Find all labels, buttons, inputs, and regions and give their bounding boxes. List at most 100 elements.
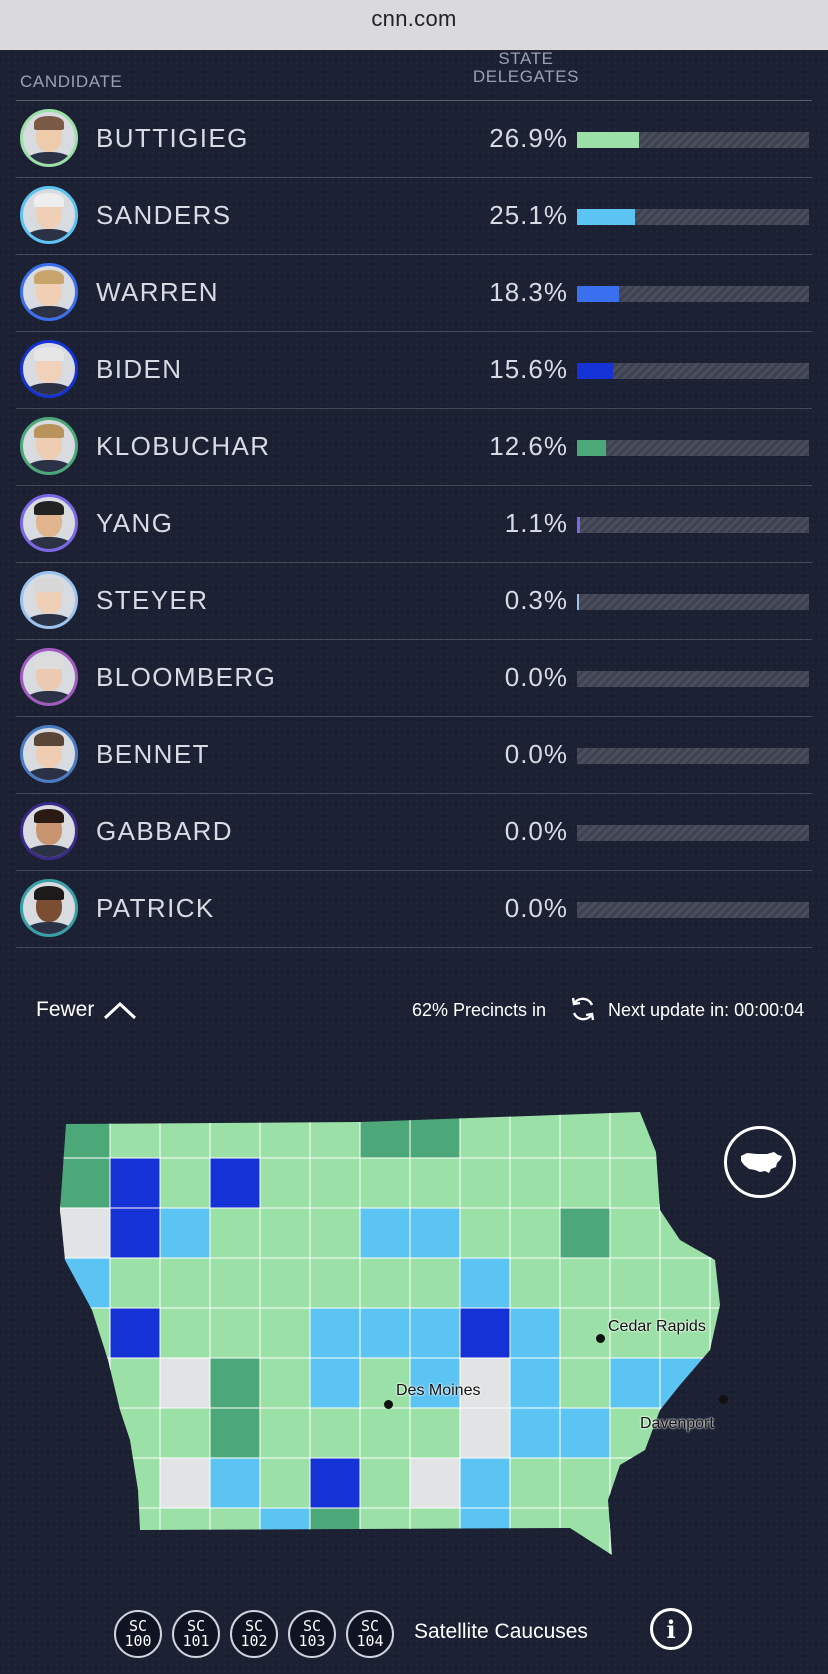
county[interactable]: [609, 1507, 661, 1558]
county[interactable]: [609, 1357, 661, 1409]
county[interactable]: [359, 1507, 411, 1558]
county[interactable]: [109, 1207, 161, 1259]
county[interactable]: [159, 1407, 211, 1459]
county[interactable]: [60, 1407, 111, 1459]
county[interactable]: [709, 1457, 760, 1509]
county[interactable]: [409, 1257, 461, 1309]
county[interactable]: [209, 1257, 261, 1309]
county[interactable]: [509, 1407, 561, 1459]
satellite-caucus-button[interactable]: SC 101: [172, 1610, 220, 1658]
county[interactable]: [409, 1407, 461, 1459]
county[interactable]: [259, 1207, 311, 1259]
county[interactable]: [559, 1207, 611, 1259]
county[interactable]: [609, 1257, 661, 1309]
county[interactable]: [259, 1457, 311, 1509]
county[interactable]: [309, 1407, 361, 1459]
satellite-caucus-button[interactable]: SC 102: [230, 1610, 278, 1658]
satellite-caucus-button[interactable]: SC 100: [114, 1610, 162, 1658]
county[interactable]: [60, 1110, 111, 1159]
county[interactable]: [109, 1307, 161, 1359]
county[interactable]: [359, 1307, 411, 1359]
county[interactable]: [309, 1207, 361, 1259]
county[interactable]: [459, 1110, 511, 1159]
county[interactable]: [309, 1110, 361, 1159]
county[interactable]: [159, 1507, 211, 1558]
county[interactable]: [559, 1110, 611, 1159]
county[interactable]: [309, 1157, 361, 1209]
county[interactable]: [209, 1110, 261, 1159]
county[interactable]: [459, 1357, 511, 1409]
county[interactable]: [409, 1207, 461, 1259]
county[interactable]: [409, 1157, 461, 1209]
county[interactable]: [209, 1307, 261, 1359]
county[interactable]: [709, 1407, 760, 1459]
county[interactable]: [559, 1407, 611, 1459]
county[interactable]: [359, 1407, 411, 1459]
county[interactable]: [159, 1307, 211, 1359]
county[interactable]: [109, 1157, 161, 1209]
county[interactable]: [259, 1407, 311, 1459]
county[interactable]: [659, 1507, 711, 1558]
county[interactable]: [209, 1407, 261, 1459]
county[interactable]: [259, 1157, 311, 1209]
county[interactable]: [159, 1157, 211, 1209]
county[interactable]: [459, 1257, 511, 1309]
satellite-caucus-button[interactable]: SC 104: [346, 1610, 394, 1658]
info-icon[interactable]: i: [650, 1608, 692, 1650]
county[interactable]: [409, 1507, 461, 1558]
county[interactable]: [709, 1257, 760, 1309]
county[interactable]: [609, 1307, 661, 1359]
county[interactable]: [209, 1207, 261, 1259]
county[interactable]: [559, 1307, 611, 1359]
county[interactable]: [60, 1207, 111, 1259]
county[interactable]: [359, 1457, 411, 1509]
county[interactable]: [259, 1507, 311, 1558]
county[interactable]: [459, 1157, 511, 1209]
county[interactable]: [409, 1457, 461, 1509]
county[interactable]: [109, 1457, 161, 1509]
county[interactable]: [109, 1407, 161, 1459]
iowa-county-map[interactable]: [60, 1110, 770, 1580]
county[interactable]: [659, 1457, 711, 1509]
county[interactable]: [609, 1207, 661, 1259]
county[interactable]: [459, 1307, 511, 1359]
county[interactable]: [509, 1507, 561, 1558]
county[interactable]: [709, 1207, 760, 1259]
county[interactable]: [60, 1507, 111, 1558]
county[interactable]: [159, 1257, 211, 1309]
county[interactable]: [409, 1110, 461, 1159]
county[interactable]: [509, 1207, 561, 1259]
county[interactable]: [209, 1507, 261, 1558]
county[interactable]: [159, 1357, 211, 1409]
county[interactable]: [109, 1257, 161, 1309]
county[interactable]: [559, 1457, 611, 1509]
county[interactable]: [159, 1110, 211, 1159]
county[interactable]: [709, 1507, 760, 1558]
county[interactable]: [309, 1507, 361, 1558]
county[interactable]: [509, 1457, 561, 1509]
county[interactable]: [60, 1457, 111, 1509]
county[interactable]: [259, 1307, 311, 1359]
county[interactable]: [609, 1110, 661, 1159]
county[interactable]: [259, 1357, 311, 1409]
county[interactable]: [309, 1357, 361, 1409]
county[interactable]: [559, 1507, 611, 1558]
county[interactable]: [309, 1257, 361, 1309]
county[interactable]: [309, 1457, 361, 1509]
county[interactable]: [459, 1407, 511, 1459]
county[interactable]: [509, 1157, 561, 1209]
county[interactable]: [509, 1257, 561, 1309]
county[interactable]: [659, 1357, 711, 1409]
county[interactable]: [509, 1110, 561, 1159]
county[interactable]: [309, 1307, 361, 1359]
satellite-caucus-button[interactable]: SC 103: [288, 1610, 336, 1658]
fewer-button[interactable]: Fewer: [36, 998, 95, 1021]
county[interactable]: [409, 1307, 461, 1359]
county[interactable]: [709, 1307, 760, 1359]
county[interactable]: [659, 1257, 711, 1309]
county[interactable]: [709, 1357, 760, 1409]
county[interactable]: [209, 1457, 261, 1509]
county[interactable]: [159, 1457, 211, 1509]
county[interactable]: [609, 1157, 661, 1209]
county[interactable]: [259, 1110, 311, 1159]
